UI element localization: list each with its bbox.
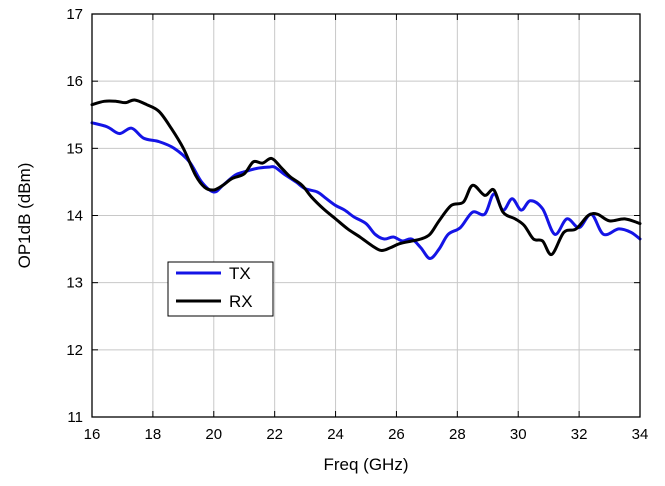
x-tick-label: 18 xyxy=(145,426,162,443)
y-tick-label: 11 xyxy=(67,409,83,426)
x-axis-title: Freq (GHz) xyxy=(324,455,409,474)
legend-label-tx: TX xyxy=(229,264,251,283)
y-tick-label: 17 xyxy=(66,6,83,23)
series-line-rx xyxy=(90,98,642,256)
x-tick-label: 24 xyxy=(327,426,344,443)
y-tick-label: 12 xyxy=(66,342,83,359)
y-axis-title: OP1dB (dBm) xyxy=(15,163,34,269)
x-tick-label: 26 xyxy=(388,426,405,443)
x-tick-label: 22 xyxy=(266,426,283,443)
y-tick-label: 16 xyxy=(66,73,83,90)
y-tick-label: 15 xyxy=(66,140,83,157)
legend-box xyxy=(167,261,274,317)
y-tick-label: 13 xyxy=(66,275,83,292)
series-lines xyxy=(90,98,642,260)
legend: TX RX xyxy=(167,261,274,317)
x-tick-label: 34 xyxy=(632,426,649,443)
x-tick-label: 32 xyxy=(571,426,588,443)
x-tick-label: 20 xyxy=(205,426,222,443)
axis-ticks xyxy=(91,13,641,418)
x-tick-label: 28 xyxy=(449,426,466,443)
x-tick-label: 16 xyxy=(84,426,101,443)
y-tick-label: 14 xyxy=(66,208,83,225)
x-tick-label: 30 xyxy=(510,426,527,443)
legend-label-rx: RX xyxy=(229,292,253,311)
tick-labels: 16 18 20 22 24 26 28 30 32 34 11 12 13 14 15 16 17 xyxy=(66,6,648,443)
